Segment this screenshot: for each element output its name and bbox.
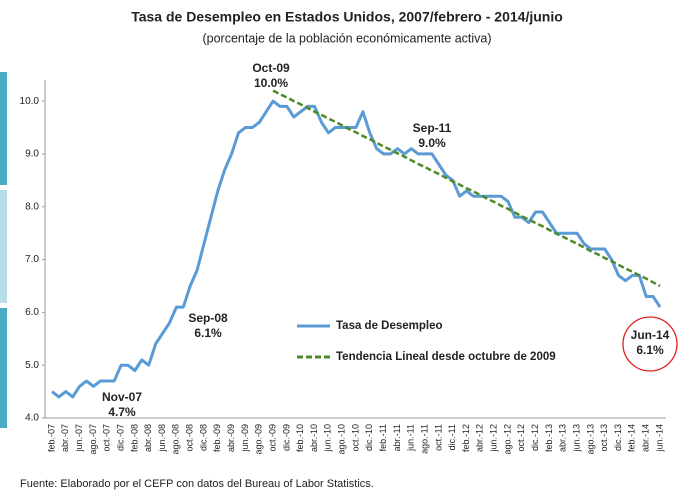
chart-title: Tasa de Desempleo en Estados Unidos, 200… (131, 9, 563, 25)
x-tick-label: dic.-08 (198, 424, 208, 451)
annotation-label: Sep-11 (413, 121, 452, 135)
x-tick-label: dic.-07 (115, 424, 125, 451)
x-tick-label: abr.-12 (475, 424, 485, 452)
x-tick-label: abr.-09 (226, 424, 236, 452)
x-tick-label: oct.-07 (102, 424, 112, 452)
x-tick-label: feb.-14 (627, 424, 637, 452)
trend-line (272, 89, 661, 288)
annotation-label: Nov-07 (102, 390, 142, 404)
x-tick-label: abr.-07 (60, 424, 70, 452)
x-tick-label: abr.-11 (392, 424, 402, 451)
side-bar (0, 72, 7, 185)
x-tick-label: ago.-11 (419, 424, 429, 454)
annotation-label: Oct-09 (252, 61, 290, 75)
y-tick-label: 7.0 (25, 254, 39, 265)
x-tick-label: jun.-13 (571, 424, 581, 453)
annotation-label: Jun-14 (631, 328, 670, 342)
x-tick-label: feb.-13 (544, 424, 554, 452)
x-tick-label: ago.-09 (254, 424, 264, 455)
x-tick-label: ago.-12 (502, 424, 512, 455)
legend-label: Tasa de Desempleo (336, 320, 443, 332)
annotation-value: 4.7% (108, 405, 136, 419)
legend-label: Tendencia Lineal desde octubre de 2009 (336, 351, 556, 363)
x-tick-label: dic.-10 (364, 424, 374, 451)
x-tick-label: ago.-08 (171, 424, 181, 455)
x-tick-label: feb.-10 (295, 424, 305, 452)
x-tick-label: dic.-13 (613, 424, 623, 451)
data-line (51, 99, 662, 399)
x-tick-label: feb.-12 (461, 424, 471, 452)
x-tick-label: ago.-10 (337, 424, 347, 455)
annotation-value: 10.0% (254, 76, 288, 90)
annotation-value: 6.1% (194, 326, 222, 340)
annotation-value: 9.0% (418, 136, 446, 150)
x-tick-label: dic.-09 (281, 424, 291, 451)
x-tick-label: jun.-11 (406, 424, 416, 452)
x-tick-label: dic.-11 (447, 424, 457, 450)
y-tick-label: 5.0 (25, 360, 39, 371)
x-tick-label: feb.-08 (129, 424, 139, 452)
x-tick-label: jun.-14 (654, 424, 664, 453)
x-tick-label: ago.-13 (585, 424, 595, 455)
y-tick-label: 6.0 (25, 307, 39, 318)
x-tick-label: oct.-13 (599, 424, 609, 452)
side-bar (0, 308, 7, 428)
x-tick-label: oct.-09 (267, 424, 277, 452)
y-tick-label: 10.0 (20, 96, 40, 107)
x-tick-label: abr.-10 (309, 424, 319, 452)
x-tick-label: abr.-13 (558, 424, 568, 452)
y-tick-label: 9.0 (25, 149, 39, 160)
annotation-value: 6.1% (636, 343, 664, 357)
x-tick-label: oct.-12 (516, 424, 526, 452)
y-tick-label: 4.0 (25, 413, 39, 424)
x-tick-label: ago.-07 (88, 424, 98, 455)
x-tick-label: oct.-11 (433, 424, 443, 451)
x-tick-label: feb.-11 (378, 424, 388, 451)
x-tick-label: jun.-09 (240, 424, 250, 453)
chart-subtitle: (porcentaje de la población económicamen… (202, 31, 491, 45)
x-tick-label: oct.-08 (185, 424, 195, 452)
x-tick-label: oct.-10 (350, 424, 360, 452)
x-tick-label: abr.-14 (641, 424, 651, 452)
x-tick-label: dic.-12 (530, 424, 540, 451)
x-tick-label: jun.-12 (489, 424, 499, 453)
x-tick-label: jun.-07 (74, 424, 84, 453)
x-tick-label: abr.-08 (143, 424, 153, 452)
source-note: Fuente: Elaborado por el CEFP con datos … (20, 478, 374, 490)
x-tick-label: feb.-09 (212, 424, 222, 452)
x-tick-label: jun.-08 (157, 424, 167, 453)
x-tick-label: jun.-10 (323, 424, 333, 453)
x-tick-label: feb.-07 (46, 424, 56, 452)
side-bar (0, 190, 7, 303)
annotation-label: Sep-08 (188, 311, 228, 325)
highlight-circle (622, 316, 678, 372)
y-tick-label: 8.0 (25, 201, 39, 212)
